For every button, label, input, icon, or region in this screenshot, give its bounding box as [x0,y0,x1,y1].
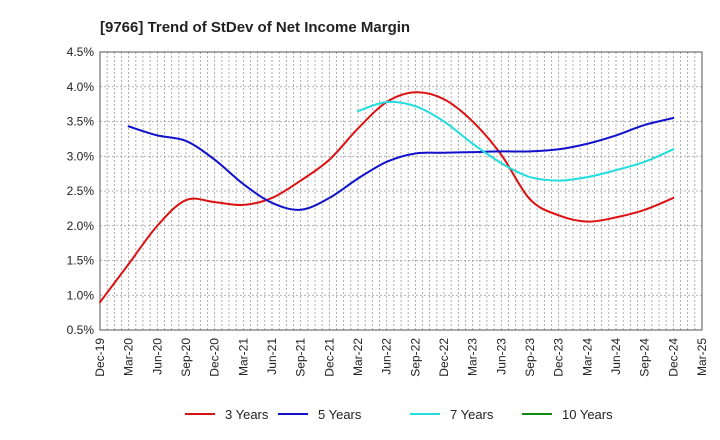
legend-label-2: 7 Years [450,407,494,422]
x-tick-label: Dec-22 [437,338,451,377]
plot-area: 0.5% 1.0% 1.5% 2.0% 2.5% 3.0% 3.5% 4.0% 4.5% Dec-… [67,45,709,377]
x-tick-label: Jun-20 [150,338,164,375]
x-tick-label: Sep-22 [408,338,422,377]
legend-label-3: 10 Years [562,407,613,422]
x-tick-label: Sep-21 [294,338,308,377]
x-tick-label: Jun-22 [380,338,394,375]
x-tick-label: Dec-19 [93,338,107,377]
series-line-2 [357,100,675,182]
x-tick-label: Jun-24 [609,338,623,375]
x-tick-label: Sep-23 [523,338,537,377]
x-tick-label: Mar-24 [580,338,594,376]
y-tick-label: 4.0% [67,80,95,94]
x-tick-label: Dec-24 [666,338,680,377]
y-tick-label: 4.5% [67,45,95,59]
x-tick-label: Dec-21 [322,338,336,377]
y-tick-label: 1.5% [67,254,95,268]
legend-label-0: 3 Years [225,407,269,422]
y-tick-label: 3.0% [67,149,95,163]
x-tick-label: Mar-22 [351,338,365,376]
y-tick-label: 2.0% [67,219,95,233]
x-tick-label: Mar-20 [122,338,136,376]
x-tick-label: Jun-21 [265,338,279,375]
y-tick-label: 2.5% [67,184,95,198]
x-tick-label: Dec-20 [208,338,222,377]
plot-border [99,51,703,331]
x-tick-label: Sep-24 [638,338,652,377]
x-tick-label: Mar-23 [466,338,480,376]
legend-label-1: 5 Years [318,407,362,422]
legend: 3 Years 5 Years 7 Years 10 Years [185,407,613,422]
x-tick-label: Dec-23 [552,338,566,377]
x-tick-label: Mar-25 [695,338,709,376]
x-tick-label: Jun-23 [494,338,508,375]
y-tick-label: 0.5% [67,323,95,337]
x-tick-label: Mar-21 [236,338,250,376]
chart-title: [9766] Trend of StDev of Net Income Marg… [100,19,410,36]
y-tick-label: 1.0% [67,288,95,302]
x-tick-label: Sep-20 [179,338,193,377]
y-tick-label: 3.5% [67,115,95,129]
series-line-1 [127,117,675,211]
